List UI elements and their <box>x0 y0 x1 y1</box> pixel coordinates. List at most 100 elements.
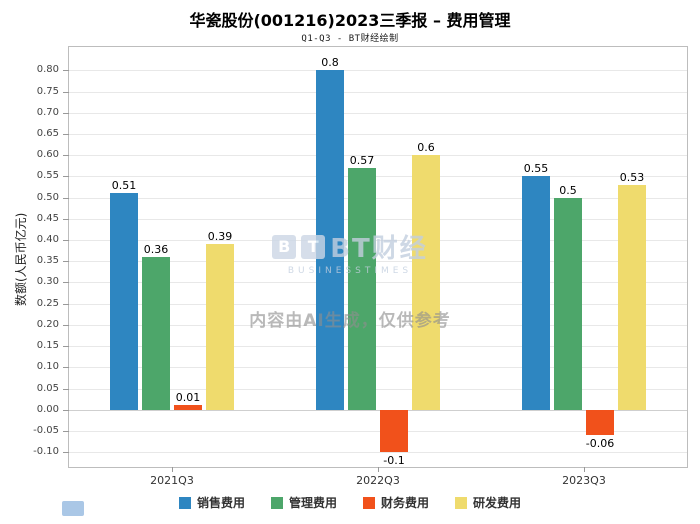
gridline <box>69 133 687 135</box>
gridline <box>69 409 687 411</box>
bar-value-label: 0.55 <box>523 162 549 176</box>
bar-value-label: 0.36 <box>143 243 169 256</box>
y-tick-label: 0.25 <box>36 297 59 309</box>
y-tick-label: 0.50 <box>36 191 59 203</box>
y-tick-mark <box>63 91 69 93</box>
legend: 销售费用 管理费用 财务费用 研发费用 <box>0 494 700 511</box>
gridline <box>69 303 687 305</box>
y-tick-mark <box>63 452 69 454</box>
y-tick-label: 0.70 <box>36 106 59 118</box>
legend-label: 财务费用 <box>381 496 430 510</box>
bar <box>174 405 202 410</box>
legend-swatch <box>178 496 191 509</box>
y-tick-mark <box>63 240 69 242</box>
gridline <box>69 218 687 220</box>
legend-swatch <box>363 496 375 509</box>
gridline <box>69 240 687 242</box>
y-tick-label: 0.05 <box>36 382 59 394</box>
bar <box>554 197 582 410</box>
chart-title: 华瓷股份(001216)2023三季报 – 费用管理 <box>189 11 511 30</box>
gridline <box>69 367 687 369</box>
y-tick-mark <box>63 388 69 390</box>
gridline <box>69 346 687 348</box>
gridline <box>69 155 687 157</box>
bar-value-label: 0.53 <box>619 170 645 184</box>
footer-logo-mark <box>62 501 84 516</box>
legend-item: 财务费用 <box>363 494 429 511</box>
bar-value-label: 0.39 <box>207 230 233 244</box>
y-tick-label: 0.30 <box>36 276 59 288</box>
bar-value-label: 0.5 <box>559 183 577 197</box>
gridline <box>69 70 687 72</box>
x-tick-mark <box>584 467 585 472</box>
gridline <box>69 261 687 263</box>
legend-item: 管理费用 <box>270 494 337 511</box>
y-tick-mark <box>63 282 69 284</box>
gridline <box>69 324 687 326</box>
y-tick-label: -0.10 <box>33 446 59 458</box>
legend-label: 管理费用 <box>288 496 337 510</box>
plot-area: -0.10 -0.05 0.00 0.05 0.10 0.15 0.20 0.25 0.30 0.… <box>33 46 688 487</box>
watermark-logo-subtext: BUSINESSTIMES <box>287 266 413 276</box>
y-tick-mark <box>63 155 69 157</box>
legend-item: 研发费用 <box>455 494 521 511</box>
y-tick-mark <box>63 112 69 114</box>
bar <box>380 409 408 453</box>
y-tick-label: 0.45 <box>36 212 59 224</box>
bar-value-label: 0.01 <box>175 391 201 405</box>
bar-value-label: 0.8 <box>321 56 339 70</box>
bar <box>206 244 234 410</box>
y-tick-label: 0.55 <box>36 170 59 182</box>
ai-generated-notice: 内容由AI生成，仅供参考 <box>249 311 451 331</box>
legend-item: 销售费用 <box>178 494 245 511</box>
x-category-label: 2023Q3 <box>562 474 606 487</box>
gridline <box>69 430 687 432</box>
legend-swatch <box>270 496 283 509</box>
bar <box>142 257 170 410</box>
y-tick-mark <box>63 197 69 199</box>
y-tick-label: 0.35 <box>36 255 59 267</box>
y-tick-label: 0.60 <box>36 149 59 161</box>
y-tick-label: 0.40 <box>36 234 59 246</box>
legend-swatch <box>455 496 468 509</box>
legend-label: 销售费用 <box>196 496 245 510</box>
y-tick-label: -0.05 <box>33 424 59 436</box>
y-tick-mark <box>63 303 69 305</box>
watermark-logo-row: B T BT财经 <box>272 228 428 265</box>
y-tick-label: 0.00 <box>36 403 59 415</box>
gridline <box>69 112 687 114</box>
y-tick-mark <box>63 409 69 411</box>
watermark-logo-text: BT财经 <box>330 234 428 264</box>
bar-value-label: -0.1 <box>383 454 405 468</box>
gridline <box>69 282 687 284</box>
bar <box>618 184 646 410</box>
y-tick-mark <box>63 176 69 178</box>
watermark-tile-b: B <box>272 234 297 259</box>
x-category-label: 2021Q3 <box>150 474 194 487</box>
x-tick-mark <box>378 467 379 472</box>
gridline <box>69 388 687 390</box>
y-tick-mark <box>63 70 69 72</box>
bar <box>412 155 440 410</box>
y-tick-mark <box>63 324 69 326</box>
y-tick-mark <box>63 346 69 348</box>
gridline <box>69 91 687 93</box>
y-tick-label: 0.65 <box>36 127 59 139</box>
y-tick-label: 0.10 <box>36 361 59 373</box>
y-tick-mark <box>63 218 69 220</box>
bar-value-label: 0.57 <box>349 153 375 167</box>
bar <box>348 167 376 410</box>
gridline <box>69 197 687 199</box>
y-tick-mark <box>63 430 69 432</box>
y-tick-mark <box>63 133 69 135</box>
watermark-tile-t: T <box>301 234 326 259</box>
bar <box>522 176 550 410</box>
bar <box>586 409 614 436</box>
bar-value-label: 0.6 <box>417 141 435 155</box>
y-tick-label: 0.75 <box>36 85 59 97</box>
watermark-logo: B T BT财经 BUSINESSTIMES <box>0 228 700 276</box>
x-category-label: 2022Q3 <box>356 474 400 487</box>
y-tick-label: 0.80 <box>36 64 59 76</box>
gridline <box>69 452 687 454</box>
